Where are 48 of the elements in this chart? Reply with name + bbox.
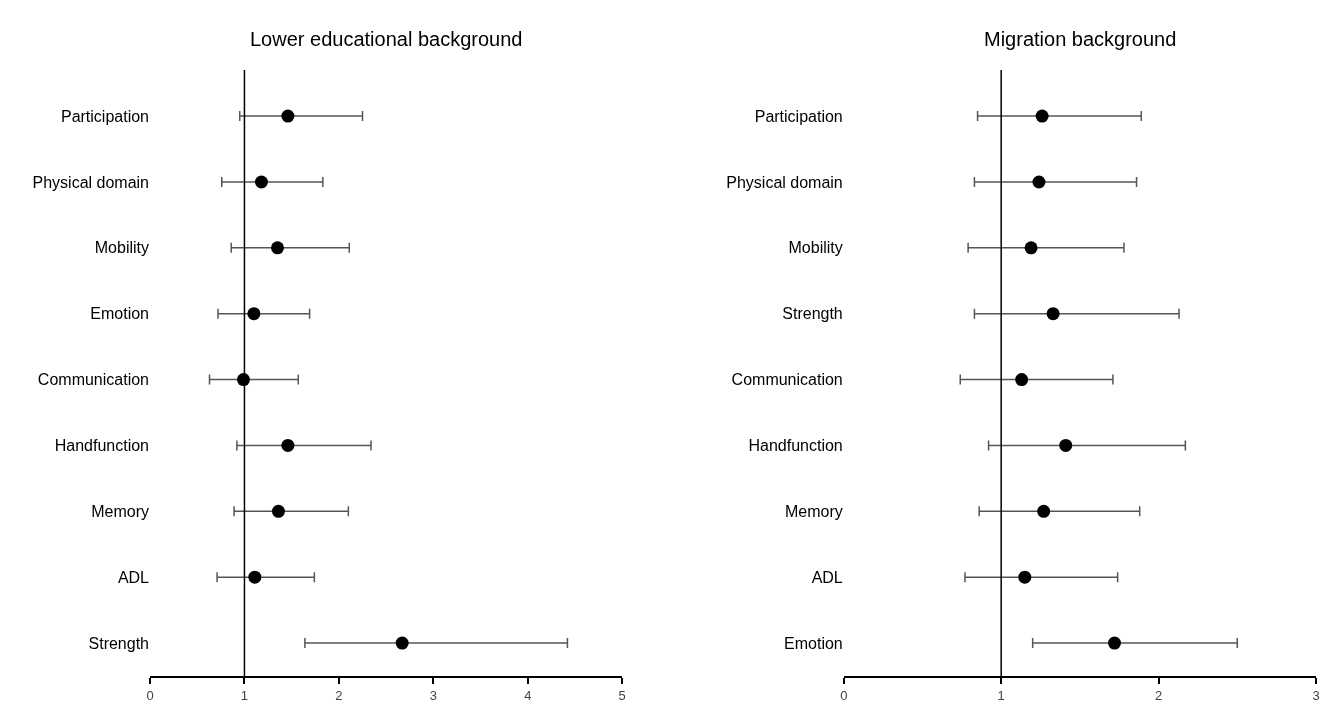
chart-title: Lower educational background <box>250 28 523 50</box>
x-tick-label: 3 <box>1312 687 1320 703</box>
point <box>254 175 268 189</box>
y-tick-label: Participation <box>754 107 843 125</box>
y-tick-label: Communication <box>731 371 843 389</box>
point <box>237 373 250 387</box>
x-tick-label: 3 <box>429 687 437 703</box>
point <box>1024 241 1038 255</box>
x-tick-label: 0 <box>146 687 154 703</box>
point <box>1108 636 1122 650</box>
point <box>271 241 284 255</box>
x-tick-label: 2 <box>1154 687 1163 703</box>
y-tick-label: Mobility <box>94 239 149 257</box>
point <box>1037 504 1051 518</box>
point <box>1015 373 1029 387</box>
y-tick-label: Mobility <box>788 239 843 257</box>
point <box>1032 175 1046 189</box>
y-tick-label: Communication <box>37 371 149 389</box>
x-tick-label: 2 <box>335 687 343 703</box>
point <box>247 307 261 321</box>
point <box>281 438 295 452</box>
point <box>271 504 285 518</box>
y-tick-label: Participation <box>60 107 149 125</box>
y-tick-label: Strength <box>782 305 843 323</box>
y-tick-label: Emotion <box>784 634 843 652</box>
y-tick-label: Memory <box>91 502 149 520</box>
y-tick-label: ADL <box>117 568 150 586</box>
y-tick-label: Emotion <box>90 305 149 323</box>
point <box>1046 307 1060 321</box>
x-tick-label: 0 <box>840 687 848 703</box>
y-tick-label: Physical domain <box>32 173 149 191</box>
point <box>395 636 409 650</box>
y-tick-label: ADL <box>811 568 843 586</box>
point <box>1018 570 1032 584</box>
point <box>281 109 295 123</box>
point <box>1035 109 1049 123</box>
y-tick-label: Strength <box>88 634 149 652</box>
x-tick-label: 4 <box>524 687 532 703</box>
chart-title: Migration background <box>984 28 1177 50</box>
x-tick-label: 1 <box>240 687 249 703</box>
y-tick-label: Handfunction <box>748 437 843 455</box>
x-tick-label: 5 <box>618 687 626 703</box>
y-tick-label: Physical domain <box>726 173 843 191</box>
y-tick-label: Handfunction <box>54 437 149 455</box>
y-tick-label: Memory <box>784 502 843 520</box>
point <box>1059 438 1073 452</box>
point <box>248 570 262 584</box>
x-tick-label: 1 <box>997 687 1005 703</box>
